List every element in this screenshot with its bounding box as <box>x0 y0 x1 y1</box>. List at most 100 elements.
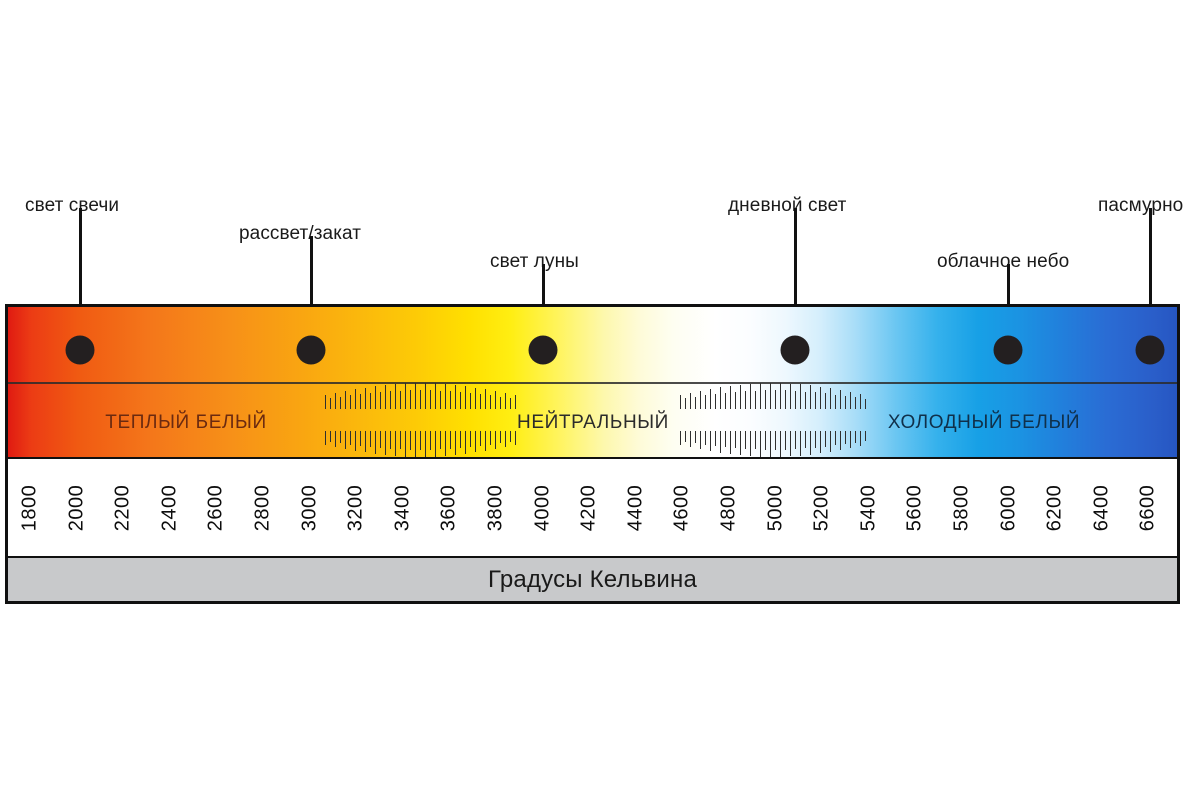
ruler-tick <box>810 431 812 455</box>
ruler-tick <box>690 431 692 448</box>
ruler-tick <box>770 431 772 457</box>
kelvin-tick-label: 2000 <box>65 484 88 531</box>
ruler-tick <box>775 431 777 450</box>
ruler-tick <box>845 395 847 409</box>
ruler-tick <box>815 392 817 409</box>
ruler-tick <box>460 392 462 409</box>
ruler-tick <box>820 386 822 409</box>
kelvin-tick-label: 2400 <box>158 484 181 531</box>
ruler-tick <box>510 431 512 442</box>
ruler-tick <box>465 431 467 454</box>
ruler-tick <box>745 431 747 449</box>
ruler-tick <box>385 431 387 456</box>
ruler-tick <box>775 390 777 409</box>
ruler-tick <box>330 398 332 409</box>
ruler-tick <box>740 431 742 456</box>
ruler-tick <box>780 431 782 457</box>
kelvin-tick-label: 2800 <box>251 484 274 531</box>
ruler-tick <box>385 384 387 409</box>
ruler-tick <box>795 390 797 409</box>
callout-label: свет свечи <box>25 195 120 216</box>
ruler-tick <box>725 431 727 448</box>
ruler-tick <box>350 395 352 409</box>
ruler-tick <box>405 431 407 457</box>
ruler-tick <box>765 390 767 409</box>
ruler-tick <box>860 431 862 447</box>
callout-leader-line <box>1148 208 1152 350</box>
ruler-tick <box>715 431 717 446</box>
ruler-tick <box>400 390 402 409</box>
band-label: ХОЛОДНЫЙ БЕЛЫЙ <box>887 412 1081 433</box>
ruler-tick-group <box>680 431 867 457</box>
ruler-tick <box>845 431 847 445</box>
ruler-tick <box>850 391 852 409</box>
ruler-tick <box>505 431 507 448</box>
ruler-tick <box>505 392 507 409</box>
kelvin-tick-label: 5000 <box>764 484 787 531</box>
kelvin-tick-label: 3200 <box>344 484 367 531</box>
ruler-tick <box>410 431 412 450</box>
ruler-tick <box>440 431 442 450</box>
ruler-tick <box>735 431 737 449</box>
ruler-tick <box>495 390 497 409</box>
ruler-tick <box>515 431 517 446</box>
ruler-tick <box>430 390 432 409</box>
ruler-tick <box>340 431 342 444</box>
ruler-tick <box>755 431 757 450</box>
ruler-tick <box>515 394 517 409</box>
ruler-tick <box>685 398 687 409</box>
ruler-tick <box>395 431 397 456</box>
ruler-tick <box>335 392 337 409</box>
callout-label: рассвет/закат <box>239 223 362 244</box>
ruler-tick <box>390 391 392 409</box>
kelvin-tick-label: 3600 <box>437 484 460 531</box>
ruler-tick <box>695 431 697 444</box>
kelvin-tick-label: 3400 <box>391 484 414 531</box>
ruler-tick <box>365 387 367 409</box>
ruler-tick <box>370 393 372 409</box>
ruler-tick <box>825 431 827 447</box>
ruler-tick <box>790 383 792 409</box>
kelvin-tick-label: 5800 <box>950 484 973 531</box>
ruler-tick <box>440 390 442 409</box>
ruler-tick <box>700 431 702 450</box>
ruler-tick-group <box>325 431 517 457</box>
bar-divider-line <box>8 382 1177 384</box>
ruler-tick <box>835 431 837 446</box>
ruler-tick <box>340 396 342 409</box>
ruler-tick <box>740 384 742 409</box>
ruler-tick <box>355 431 357 451</box>
ruler-tick-group <box>680 383 867 409</box>
ruler-tick <box>685 431 687 442</box>
ruler-tick <box>360 394 362 409</box>
ruler-tick <box>380 431 382 448</box>
ruler-tick <box>395 384 397 409</box>
kelvin-tick-label: 4200 <box>577 484 600 531</box>
ruler-tick <box>860 393 862 409</box>
ruler-tick <box>325 394 327 409</box>
kelvin-tick-label: 5200 <box>810 484 833 531</box>
kelvin-tick-label: 6400 <box>1090 484 1113 531</box>
ruler-tick <box>690 392 692 409</box>
ruler-tick <box>500 396 502 409</box>
ruler-tick <box>745 391 747 409</box>
ruler-tick <box>465 386 467 409</box>
ruler-tick <box>475 387 477 409</box>
ruler-tick <box>480 431 482 446</box>
ruler-tick <box>755 390 757 409</box>
ruler-tick <box>470 431 472 447</box>
ruler-tick <box>380 392 382 409</box>
ruler-tick <box>460 431 462 448</box>
ruler-tick <box>400 431 402 450</box>
ruler-tick <box>865 398 867 409</box>
callout-label: дневной свет <box>728 195 847 216</box>
ruler-tick <box>735 391 737 409</box>
kelvin-tick-label: 3800 <box>484 484 507 531</box>
ruler-tick <box>720 431 722 453</box>
ruler-tick <box>785 390 787 409</box>
ruler-tick <box>500 431 502 444</box>
ruler-tick <box>475 431 477 453</box>
ruler-tick <box>435 431 437 457</box>
kelvin-axis-label: Градусы Кельвина <box>488 565 697 593</box>
ruler-tick <box>445 431 447 456</box>
